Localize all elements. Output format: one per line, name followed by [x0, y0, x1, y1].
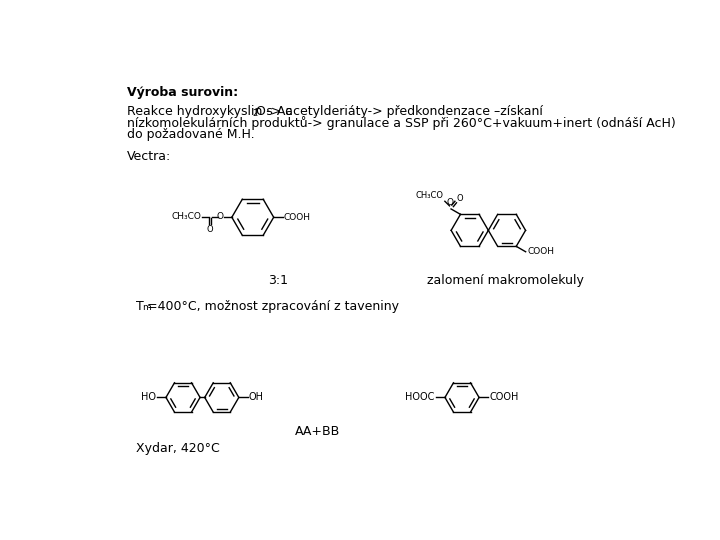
Text: O: O: [456, 194, 463, 203]
Text: AA+BB: AA+BB: [295, 425, 341, 438]
Text: nízkomolekulárních produktů-> granulace a SSP při 260°C+vakuum+inert (odnáší AcH: nízkomolekulárních produktů-> granulace …: [127, 117, 676, 130]
Text: zalomení makromolekuly: zalomení makromolekuly: [427, 274, 584, 287]
Text: 2: 2: [252, 109, 257, 118]
Text: O: O: [447, 198, 454, 207]
Text: Xydar, 420°C: Xydar, 420°C: [137, 442, 220, 455]
Text: O: O: [216, 212, 223, 221]
Text: OH: OH: [249, 393, 264, 402]
Text: COOH: COOH: [284, 213, 311, 222]
Text: COOH: COOH: [527, 247, 554, 256]
Text: Reakce hydroxykyslin s Ac: Reakce hydroxykyslin s Ac: [127, 105, 292, 118]
Text: Výroba surovin:: Výroba surovin:: [127, 86, 238, 99]
Text: HOOC: HOOC: [405, 393, 435, 402]
Text: O-> acetylderiáty-> předkondenzace –získaní: O-> acetylderiáty-> předkondenzace –získ…: [256, 105, 543, 118]
Text: COOH: COOH: [489, 393, 518, 402]
Text: =400°C, možnost zpracování z taveniny: =400°C, možnost zpracování z taveniny: [148, 300, 400, 313]
Text: CH₃CO: CH₃CO: [415, 192, 444, 200]
Text: m: m: [142, 303, 150, 312]
Text: HO: HO: [141, 393, 156, 402]
Text: O: O: [207, 225, 213, 234]
Text: CH₃CO: CH₃CO: [172, 212, 202, 221]
Text: do požadované M.H.: do požadované M.H.: [127, 128, 255, 141]
Text: 3:1: 3:1: [269, 274, 288, 287]
Text: T: T: [137, 300, 144, 313]
Text: Vectra:: Vectra:: [127, 150, 171, 163]
